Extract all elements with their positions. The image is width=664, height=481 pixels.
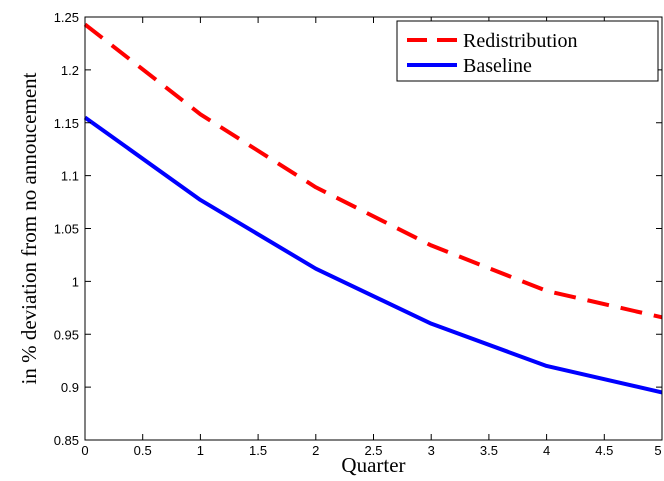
y-tick-label: 1.1 <box>61 169 79 184</box>
x-tick-label: 3 <box>428 443 435 458</box>
x-axis-label: Quarter <box>341 453 405 477</box>
series-line-baseline <box>83 115 663 395</box>
y-tick-label: 1.15 <box>54 116 79 131</box>
x-tick-label: 4 <box>543 443 550 458</box>
x-tick-label: 5 <box>654 443 661 458</box>
x-tick-label: 4.5 <box>595 443 613 458</box>
legend-label-baseline: Baseline <box>463 55 532 77</box>
y-tick-label: 0.9 <box>61 380 79 395</box>
x-tick-label: 2.5 <box>364 443 382 458</box>
y-tick-label: 1.25 <box>54 10 79 25</box>
y-tick-label: 1.05 <box>54 222 79 237</box>
x-tick-label: 0.5 <box>134 443 152 458</box>
legend-label-redistribution: Redistribution <box>463 30 577 52</box>
y-tick-label: 0.95 <box>54 327 79 342</box>
x-tick-label: 1 <box>197 443 204 458</box>
series-line-redistribution <box>83 22 663 320</box>
y-tick-label: 1 <box>72 274 79 289</box>
x-tick-label: 2 <box>312 443 319 458</box>
y-axis-label: in % deviation from no annoucement <box>17 72 41 384</box>
y-axis-ticks: 0.85 0.9 0.95 1 1.05 1.1 1.15 1.2 1.25 <box>54 10 662 448</box>
legend-box <box>396 20 659 82</box>
legend: Redistribution Baseline <box>396 20 659 82</box>
y-tick-label: 1.2 <box>61 63 79 78</box>
x-tick-label: 3.5 <box>480 443 498 458</box>
x-tick-label: 0 <box>81 443 88 458</box>
y-tick-label: 0.85 <box>54 433 79 448</box>
x-axis-ticks: 0 0.5 1 1.5 2 2.5 3 3.5 4 4.5 5 <box>81 17 663 458</box>
x-tick-label: 1.5 <box>249 443 267 458</box>
plot-lines <box>83 22 663 395</box>
